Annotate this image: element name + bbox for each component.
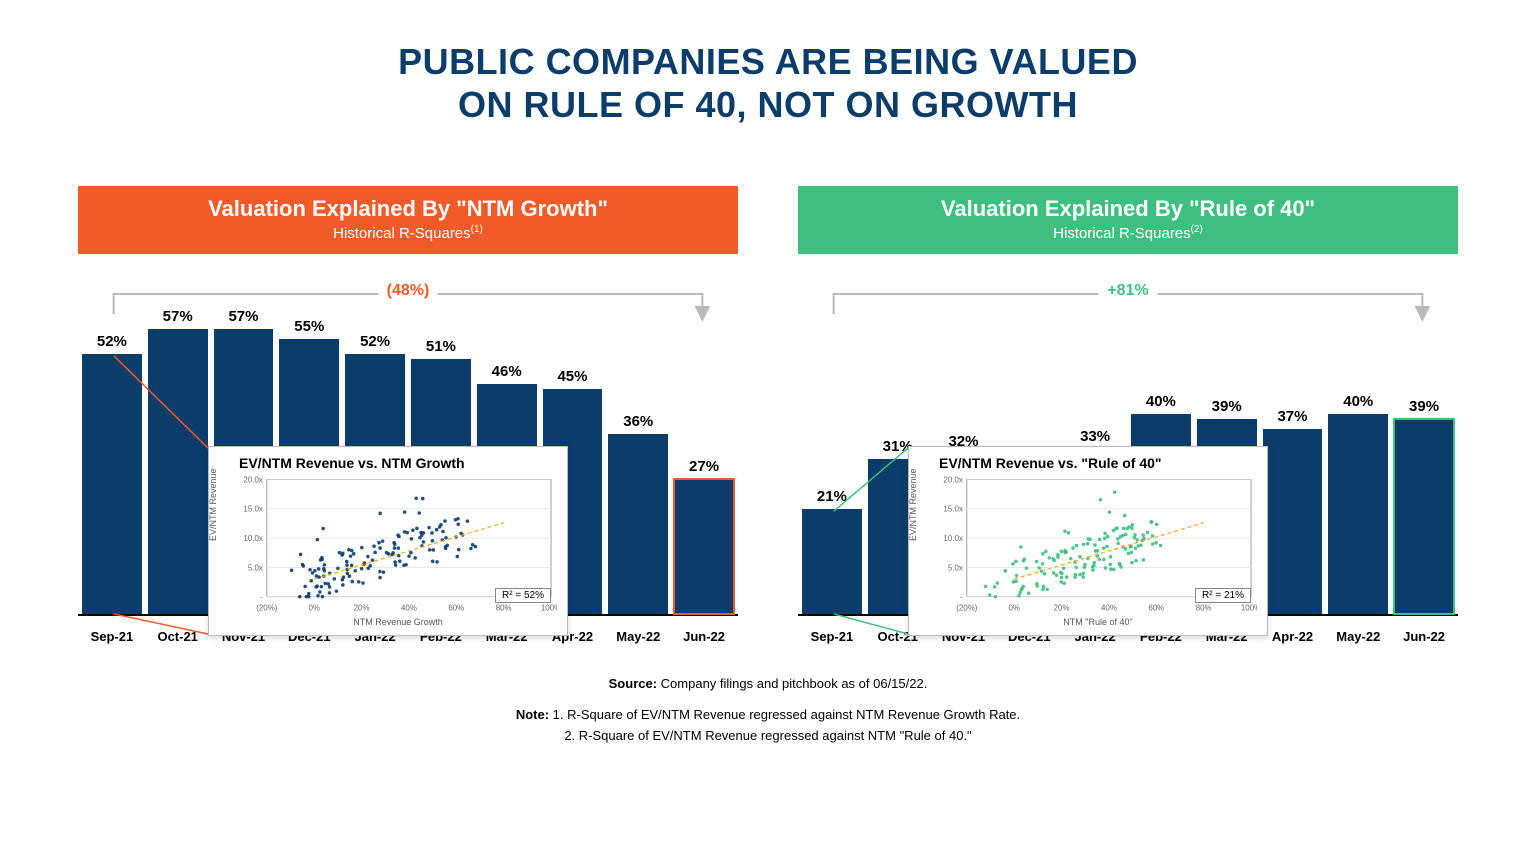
bar-value-label: 46% xyxy=(492,363,522,380)
bar-value-label: 40% xyxy=(1343,393,1373,410)
svg-text:5.0x: 5.0x xyxy=(948,564,963,573)
svg-text:40%: 40% xyxy=(401,604,417,613)
bar-value-label: 36% xyxy=(623,413,653,430)
bar-value-label: 45% xyxy=(557,368,587,385)
bar-wrap: 57% xyxy=(148,308,208,614)
note-2: 2. R-Square of EV/NTM Revenue regressed … xyxy=(60,726,1476,747)
bar-wrap: 36% xyxy=(608,413,668,614)
panel-subtitle: Historical R-Squares(2) xyxy=(818,224,1438,242)
bar-value-label: 55% xyxy=(294,318,324,335)
inset-xlabel: NTM "Rule of 40" xyxy=(939,617,1257,627)
bar-value-label: 39% xyxy=(1409,398,1439,415)
chart-panel-ntm-growth: Valuation Explained By "NTM Growth" Histo… xyxy=(78,186,738,644)
source-label: Source: xyxy=(609,676,657,691)
svg-text:0%: 0% xyxy=(308,604,319,613)
page-title: PUBLIC COMPANIES ARE BEING VALUED ON RUL… xyxy=(60,40,1476,126)
bar-value-label: 57% xyxy=(228,308,258,325)
x-label: May-22 xyxy=(1328,629,1388,644)
svg-text:20.0x: 20.0x xyxy=(943,476,962,485)
svg-text:0%: 0% xyxy=(1008,604,1019,613)
inset-ylabel: EV/NTM Revenue xyxy=(208,469,218,542)
svg-text:40%: 40% xyxy=(1101,604,1117,613)
svg-text:80%: 80% xyxy=(496,604,512,613)
svg-text:(20%): (20%) xyxy=(956,604,978,613)
inset-scatter: EV/NTM Revenue vs. "Rule of 40" EV/NTM Re… xyxy=(908,446,1268,636)
bar-value-label: 21% xyxy=(817,488,847,505)
x-label: Jun-22 xyxy=(674,629,734,644)
chart-panel-rule-of-40: Valuation Explained By "Rule of 40" Histo… xyxy=(798,186,1458,644)
bar xyxy=(82,354,142,614)
bar-value-label: 51% xyxy=(426,338,456,355)
x-label: Sep-21 xyxy=(82,629,142,644)
bar xyxy=(1328,414,1388,614)
svg-text:-: - xyxy=(260,593,263,602)
bar-value-label: 52% xyxy=(360,333,390,350)
delta-label: (48%) xyxy=(78,282,738,300)
svg-text:60%: 60% xyxy=(1148,604,1164,613)
source-text: Company filings and pitchbook as of 06/1… xyxy=(657,676,927,691)
bar-value-label: 57% xyxy=(163,308,193,325)
r-squared-box: R² = 21% xyxy=(1195,588,1251,603)
inset-title: EV/NTM Revenue vs. NTM Growth xyxy=(239,455,557,471)
x-label: Sep-21 xyxy=(802,629,862,644)
bar-wrap: 52% xyxy=(82,333,142,614)
svg-text:20%: 20% xyxy=(1054,604,1070,613)
bar xyxy=(674,479,734,614)
note-label: Note: xyxy=(516,707,549,722)
svg-text:20.0x: 20.0x xyxy=(243,476,262,485)
x-label: Jun-22 xyxy=(1394,629,1454,644)
chart-area: +81% 21% 31% 32% 30% 33% 40% 39% 37% 40% xyxy=(798,284,1458,644)
r-squared-box: R² = 52% xyxy=(495,588,551,603)
svg-text:80%: 80% xyxy=(1196,604,1212,613)
svg-text:10.0x: 10.0x xyxy=(943,534,962,543)
bar xyxy=(1263,429,1323,614)
bar-wrap: 37% xyxy=(1263,408,1323,614)
svg-text:60%: 60% xyxy=(448,604,464,613)
panel-header: Valuation Explained By "NTM Growth" Histo… xyxy=(78,186,738,254)
title-line-1: PUBLIC COMPANIES ARE BEING VALUED xyxy=(398,41,1138,82)
bar-value-label: 52% xyxy=(97,333,127,350)
bar-value-label: 27% xyxy=(689,458,719,475)
delta-label: +81% xyxy=(798,282,1458,300)
x-label: May-22 xyxy=(608,629,668,644)
svg-text:(20%): (20%) xyxy=(256,604,278,613)
bar-value-label: 33% xyxy=(1080,428,1110,445)
x-label: Apr-22 xyxy=(1263,629,1323,644)
svg-text:-: - xyxy=(960,593,963,602)
bar-wrap: 39% xyxy=(1394,398,1454,614)
x-label: Oct-21 xyxy=(148,629,208,644)
bar-wrap: 40% xyxy=(1328,393,1388,614)
bar-value-label: 39% xyxy=(1212,398,1242,415)
panel-title: Valuation Explained By "Rule of 40" xyxy=(818,196,1438,222)
bar xyxy=(1394,419,1454,614)
svg-text:15.0x: 15.0x xyxy=(943,505,962,514)
bar xyxy=(802,509,862,614)
svg-text:100%: 100% xyxy=(1241,604,1257,613)
svg-text:20%: 20% xyxy=(354,604,370,613)
note-1: 1. R-Square of EV/NTM Revenue regressed … xyxy=(549,707,1020,722)
bar-wrap: 21% xyxy=(802,488,862,614)
svg-text:5.0x: 5.0x xyxy=(248,564,263,573)
footer-notes: Source: Company filings and pitchbook as… xyxy=(60,674,1476,746)
svg-text:100%: 100% xyxy=(541,604,557,613)
svg-text:15.0x: 15.0x xyxy=(243,505,262,514)
panel-header: Valuation Explained By "Rule of 40" Histo… xyxy=(798,186,1458,254)
bar xyxy=(148,329,208,614)
inset-title: EV/NTM Revenue vs. "Rule of 40" xyxy=(939,455,1257,471)
chart-area: (48%) 52% 57% 57% 55% 52% 51% 46% 45% 36… xyxy=(78,284,738,644)
bar-wrap: 27% xyxy=(674,458,734,614)
charts-row: Valuation Explained By "NTM Growth" Histo… xyxy=(60,186,1476,644)
inset-xlabel: NTM Revenue Growth xyxy=(239,617,557,627)
bar-value-label: 37% xyxy=(1277,408,1307,425)
panel-title: Valuation Explained By "NTM Growth" xyxy=(98,196,718,222)
bar xyxy=(608,434,668,614)
bar-value-label: 40% xyxy=(1146,393,1176,410)
panel-subtitle: Historical R-Squares(1) xyxy=(98,224,718,242)
svg-text:10.0x: 10.0x xyxy=(243,534,262,543)
inset-scatter: EV/NTM Revenue vs. NTM Growth EV/NTM Reve… xyxy=(208,446,568,636)
title-line-2: ON RULE OF 40, NOT ON GROWTH xyxy=(458,84,1078,125)
inset-ylabel: EV/NTM Revenue xyxy=(908,469,918,542)
